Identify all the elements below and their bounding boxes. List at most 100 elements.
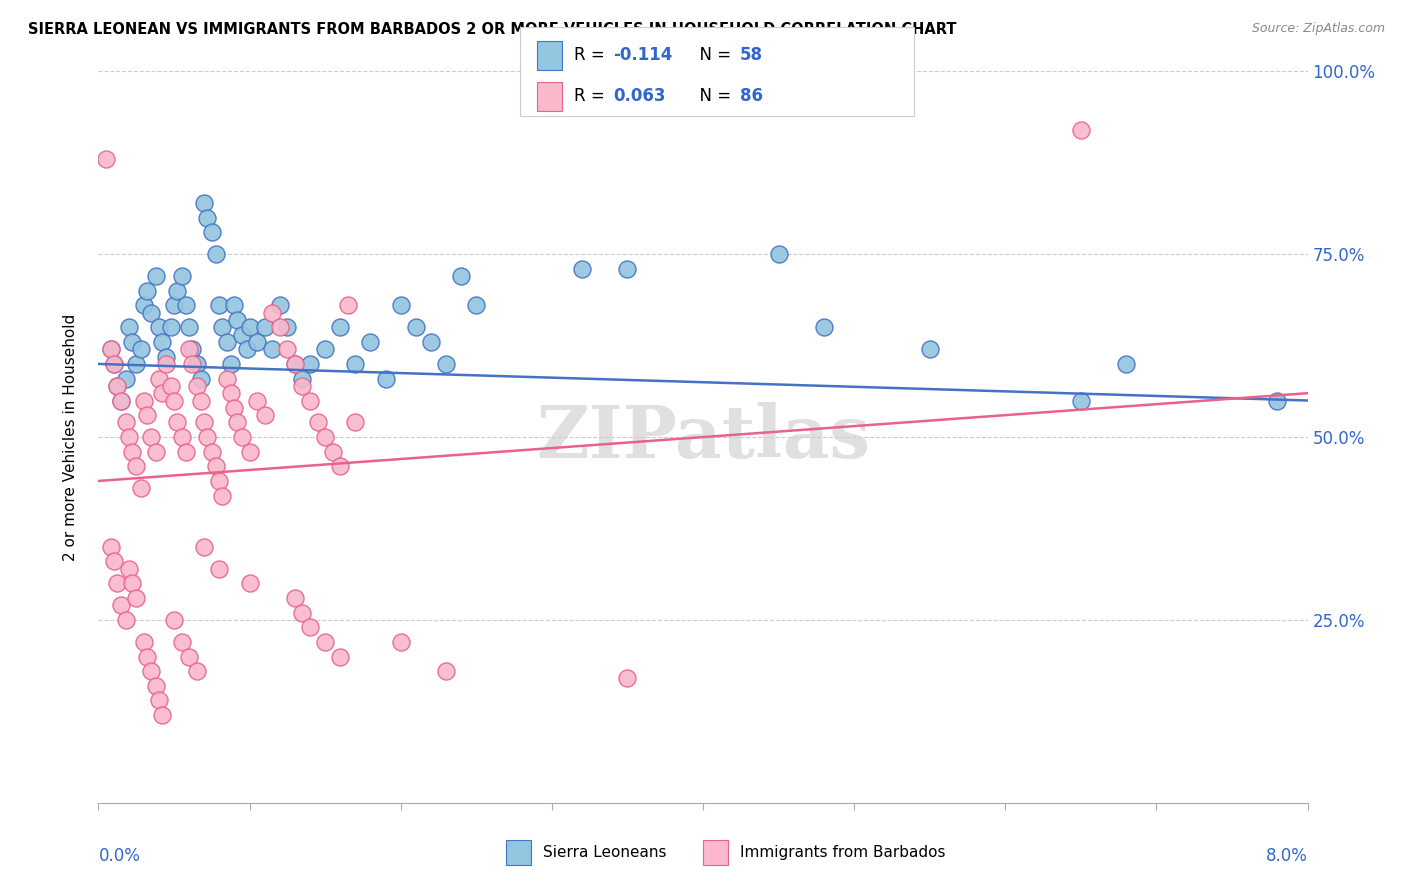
Point <box>616 261 638 276</box>
Point <box>284 357 307 371</box>
Point <box>163 393 186 408</box>
Point <box>768 247 790 261</box>
Point <box>186 357 208 371</box>
Text: R =: R = <box>574 87 610 105</box>
Point <box>121 334 143 349</box>
Point <box>269 320 291 334</box>
Point <box>329 320 352 334</box>
Point <box>299 393 322 408</box>
Point <box>105 379 128 393</box>
Point <box>211 489 233 503</box>
Point <box>141 430 163 444</box>
Point <box>571 261 593 276</box>
Text: -0.114: -0.114 <box>613 46 672 64</box>
Point <box>103 357 125 371</box>
Point <box>166 284 188 298</box>
Point <box>211 320 233 334</box>
Point <box>129 343 152 357</box>
Point <box>94 152 117 166</box>
Point <box>1267 393 1289 408</box>
Text: 8.0%: 8.0% <box>1265 847 1308 864</box>
Point <box>150 386 173 401</box>
Point <box>314 430 336 444</box>
Point <box>291 379 314 393</box>
Point <box>434 357 457 371</box>
Point <box>193 416 215 430</box>
Point <box>465 298 488 312</box>
Point <box>231 430 253 444</box>
Point <box>110 393 132 408</box>
Point <box>201 444 224 458</box>
Point <box>103 554 125 568</box>
Point <box>616 672 638 686</box>
Point <box>150 334 173 349</box>
Point <box>193 196 215 211</box>
Point <box>148 693 170 707</box>
Point <box>181 343 204 357</box>
Point <box>100 540 122 554</box>
Point <box>148 371 170 385</box>
Point <box>389 635 412 649</box>
Point <box>100 343 122 357</box>
Point <box>299 620 322 634</box>
Point <box>224 298 246 312</box>
Point <box>135 284 157 298</box>
Point <box>132 298 155 312</box>
Point <box>105 576 128 591</box>
Point <box>329 649 352 664</box>
Point <box>224 401 246 415</box>
Text: 0.0%: 0.0% <box>98 847 141 864</box>
Point <box>135 408 157 422</box>
Point <box>276 320 298 334</box>
Point <box>329 459 352 474</box>
Point <box>170 269 193 284</box>
Point <box>118 430 141 444</box>
Point <box>174 298 197 312</box>
Point <box>179 649 201 664</box>
Point <box>121 444 143 458</box>
Point <box>299 357 322 371</box>
Point <box>239 320 262 334</box>
Point <box>145 679 167 693</box>
Point <box>208 474 231 488</box>
Point <box>160 379 183 393</box>
Point <box>322 444 344 458</box>
Point <box>150 708 173 723</box>
Point <box>291 606 314 620</box>
Point <box>125 591 148 605</box>
Point <box>170 635 193 649</box>
Point <box>195 211 218 225</box>
Point <box>215 334 238 349</box>
Point <box>148 320 170 334</box>
Point <box>179 343 201 357</box>
Point <box>170 430 193 444</box>
Point <box>155 357 177 371</box>
Text: N =: N = <box>689 46 737 64</box>
Point <box>918 343 941 357</box>
Point <box>181 357 204 371</box>
Point <box>110 393 132 408</box>
Point <box>129 481 152 495</box>
Point <box>166 416 188 430</box>
Point <box>190 371 212 385</box>
Point <box>190 393 212 408</box>
Point <box>269 298 291 312</box>
Text: N =: N = <box>689 87 737 105</box>
Point <box>174 444 197 458</box>
Point <box>145 444 167 458</box>
Point <box>215 371 238 385</box>
Point <box>208 562 231 576</box>
Point <box>132 635 155 649</box>
Point <box>141 306 163 320</box>
Point <box>132 393 155 408</box>
Point <box>114 416 136 430</box>
Point <box>291 371 314 385</box>
Point <box>284 591 307 605</box>
Point <box>1115 357 1137 371</box>
Text: 86: 86 <box>740 87 762 105</box>
Point <box>125 357 148 371</box>
Point <box>186 379 208 393</box>
Text: R =: R = <box>574 46 610 64</box>
Text: Source: ZipAtlas.com: Source: ZipAtlas.com <box>1251 22 1385 36</box>
Point <box>405 320 427 334</box>
